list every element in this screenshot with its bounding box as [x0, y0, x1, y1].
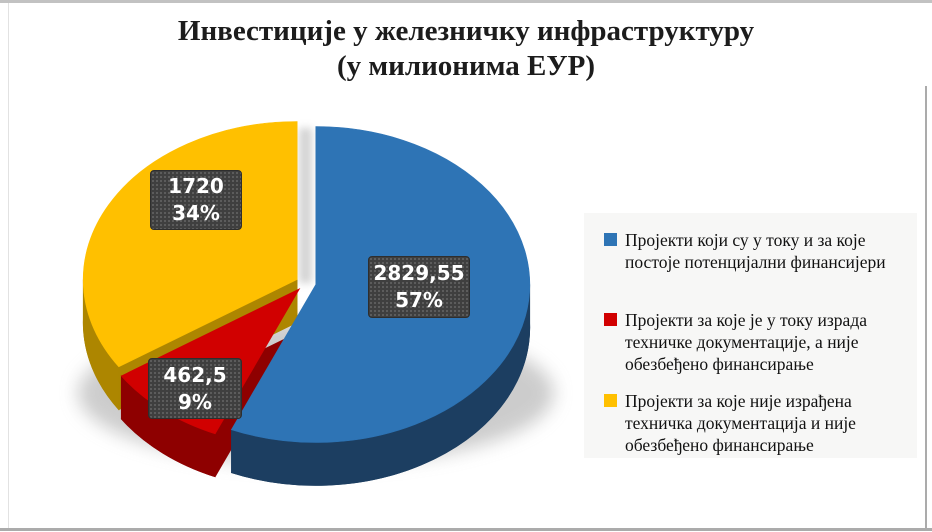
data-label-yellow-slice: 1720 34%: [150, 170, 242, 230]
data-label-blue-slice: 2829,55 57%: [368, 256, 470, 318]
data-label-red-percent: 9%: [178, 389, 212, 414]
chart-title-line1: Инвестиције у железничку инфраструктуру: [177, 15, 755, 47]
legend-item-blue: Пројекти који су у току и за које постој…: [604, 229, 905, 273]
frame-border-bottom: [0, 528, 932, 531]
data-label-red-slice: 462,5 9%: [148, 358, 242, 419]
legend-marker-yellow-icon: [604, 394, 617, 407]
frame-border-top: [0, 0, 932, 3]
frame-border-right: [925, 86, 927, 531]
data-label-red-value: 462,5: [163, 362, 227, 387]
legend-item-yellow: Пројекти за које није израђена техничка …: [604, 390, 905, 456]
legend-label-red: Пројекти за које је у току израда технич…: [625, 310, 867, 374]
frame-border-left: [8, 3, 9, 528]
data-label-blue-percent: 57%: [395, 288, 443, 312]
chart-title: Инвестиције у железничку инфраструктуру …: [0, 14, 932, 84]
data-label-blue-value: 2829,55: [373, 261, 465, 285]
data-label-yellow-value: 1720: [168, 174, 224, 198]
legend-marker-red-icon: [604, 313, 617, 326]
chart-title-line2: (у милионима ЕУР): [336, 50, 596, 82]
chart-legend: Пројекти који су у току и за које постој…: [584, 213, 917, 458]
data-label-yellow-percent: 34%: [172, 201, 220, 225]
legend-item-red: Пројекти за које је у току израда технич…: [604, 309, 905, 375]
legend-label-yellow: Пројекти за које није израђена техничка …: [625, 391, 856, 455]
legend-label-blue: Пројекти који су у току и за које постој…: [625, 230, 886, 272]
legend-marker-blue-icon: [604, 233, 617, 246]
